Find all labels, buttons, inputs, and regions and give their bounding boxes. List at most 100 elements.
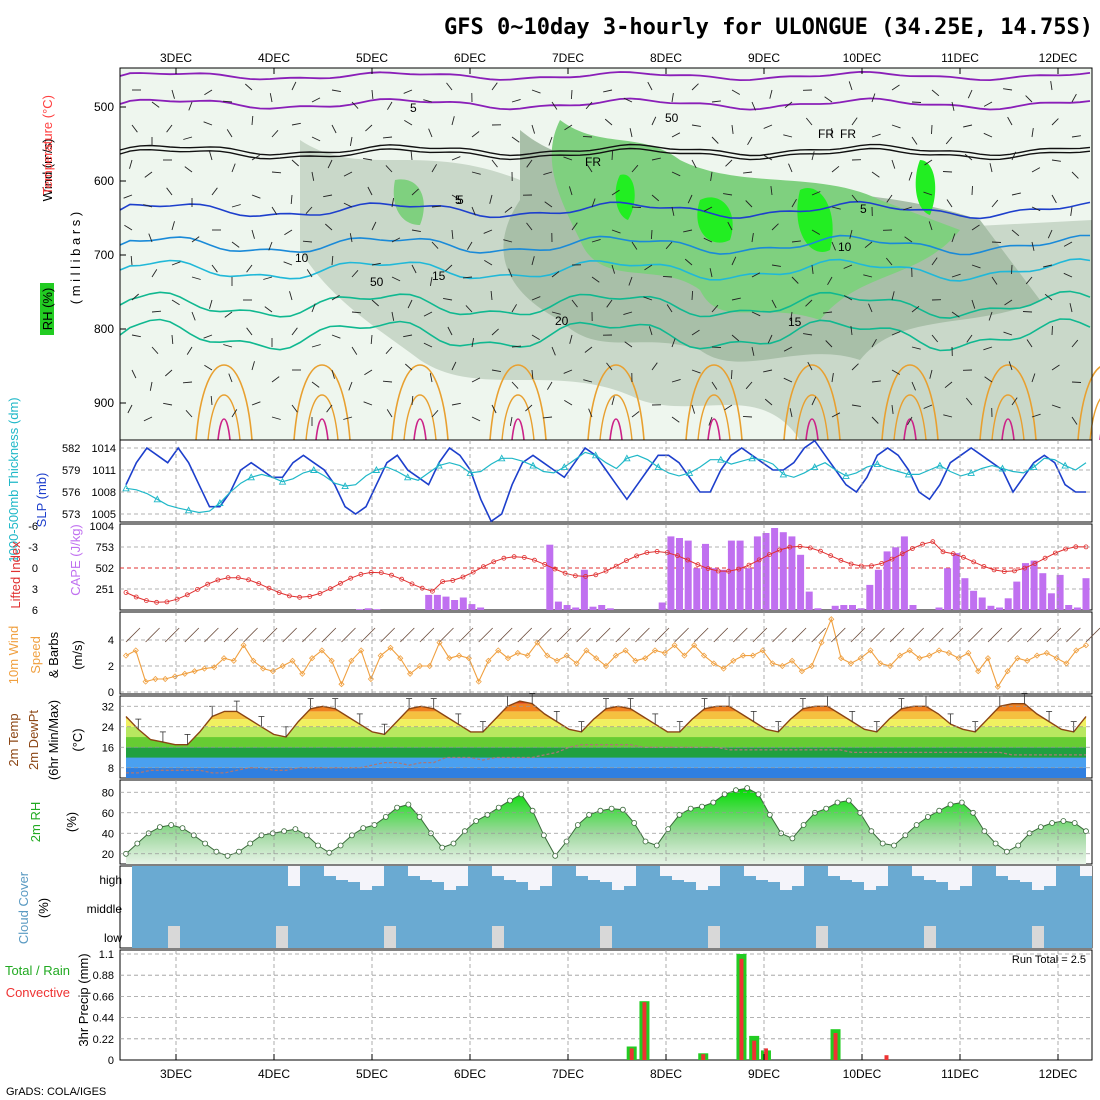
wind-barb (271, 416, 281, 420)
lifted-index-point (450, 578, 456, 583)
wind-barb (971, 224, 980, 231)
temp-content: 32 24 16 8 (102, 693, 1092, 778)
rh-point (529, 807, 536, 814)
temp-tick: 24 (102, 722, 114, 734)
wind-speed-point (211, 664, 218, 671)
wind-barb (445, 264, 453, 272)
wind-barb (791, 198, 797, 208)
wind-barb (733, 627, 748, 643)
wind-barb (283, 261, 293, 266)
rh-point (1060, 818, 1067, 824)
contour-line (217, 418, 231, 441)
rh-point (755, 791, 762, 798)
wind-barb (730, 369, 733, 380)
slp-tick: 1011 (92, 465, 116, 477)
wind-barb (517, 627, 533, 643)
run-total: Run Total = 2.5 (1012, 954, 1086, 966)
cloud-gap (708, 926, 720, 948)
rh-point (586, 811, 592, 818)
wind-barb (1031, 206, 1041, 212)
wind-speed-point (122, 652, 130, 659)
wind-speed-point (426, 662, 433, 670)
wind-barb (271, 129, 279, 138)
wind-barb (968, 627, 983, 643)
wind-barb (871, 171, 880, 178)
rh-ylabel: 2m RH (28, 802, 43, 842)
lifted-index-point (1001, 569, 1007, 574)
cape-bar (589, 606, 597, 610)
wind-barb (271, 171, 282, 174)
wind-speed-point (828, 616, 835, 623)
cape-tick: 1004 (90, 521, 114, 533)
cape-bar (442, 596, 450, 610)
wind-barb (811, 264, 814, 274)
temp-tick: 32 (102, 701, 114, 713)
wind-barb (783, 134, 793, 138)
rh-point (1083, 828, 1089, 835)
wind-barb (1026, 627, 1042, 643)
wind-barb (671, 93, 674, 103)
lifted-index-line (125, 541, 1087, 603)
thickness-marker (216, 499, 224, 506)
lifted-index-point (603, 568, 609, 574)
cape-ylabel-right: CAPE (J/kg) (68, 524, 83, 596)
wind-barb (311, 171, 315, 181)
wind-barb (891, 369, 901, 375)
contour-label: 15 (432, 269, 446, 283)
lifted-index-point (889, 556, 895, 562)
cloud-gap (744, 866, 756, 876)
wind-barb (458, 627, 474, 643)
wind-barb (131, 124, 138, 133)
contour-line (293, 364, 351, 441)
wind-barb (380, 627, 395, 643)
wind-barb (151, 310, 162, 313)
wind-barb (446, 82, 453, 91)
wind-barb (1071, 135, 1081, 138)
wind-barb (1071, 416, 1078, 425)
wind-barb (631, 411, 640, 418)
lifted-index-point (440, 579, 446, 584)
footer-credit: GrADS: COLA/IGES (6, 1086, 106, 1098)
thickness-marker (435, 461, 443, 469)
wind-barb (163, 402, 173, 406)
lifted-index-point (797, 544, 803, 549)
bottom-day-label: 6DEC (454, 1067, 486, 1081)
cape-bar (831, 605, 839, 610)
wind-barb (687, 194, 693, 204)
lifted-index-point (848, 561, 854, 567)
wind-barb (951, 273, 961, 278)
wind-speed-point (1082, 642, 1090, 649)
wind-barb (923, 191, 933, 196)
lifted-index-point (644, 550, 650, 555)
li-tick: -6 (28, 521, 38, 533)
wind-barb (611, 264, 616, 274)
cape-bar (961, 578, 969, 610)
wind-barb (166, 124, 173, 133)
lifted-index-point (286, 593, 292, 599)
wind-speed-point (612, 652, 619, 659)
temp-band (126, 757, 1086, 768)
wind-barb (222, 100, 233, 103)
wind-barb (727, 221, 733, 231)
lifted-index-point (154, 599, 160, 605)
contour-line (413, 418, 427, 441)
wind-barb (311, 97, 321, 103)
wind-barb (971, 299, 976, 309)
wind-speed-point (945, 649, 952, 657)
precip-tick: 0.44 (93, 1013, 114, 1025)
wind-barb (363, 157, 373, 161)
wind-speed-point (436, 639, 443, 646)
wind-barb (364, 369, 373, 376)
cloud-gap (432, 866, 444, 882)
wind-speed-point (877, 660, 884, 667)
wind-barb (583, 379, 593, 383)
cape-bar (788, 536, 796, 610)
wind-barb (931, 89, 940, 97)
wind-barb (127, 404, 133, 414)
cape-bar (1082, 578, 1090, 610)
day-gridlines (175, 68, 1059, 1060)
wind-barb (731, 256, 737, 266)
wind-speed-point (867, 647, 874, 654)
cloud-gap (876, 866, 888, 886)
cape-bar (753, 536, 761, 610)
